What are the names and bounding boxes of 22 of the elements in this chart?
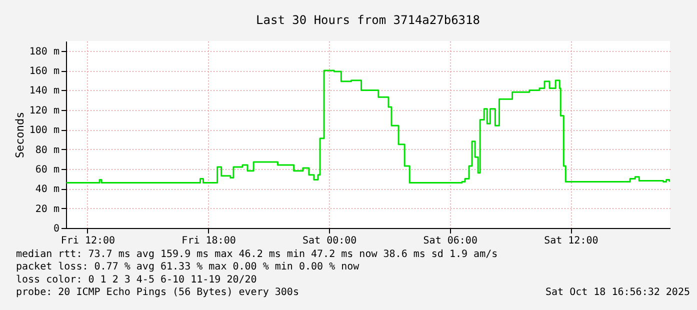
- y-tick-label: 140 m: [29, 86, 60, 97]
- y-tick-label: 180 m: [29, 46, 60, 58]
- y-tick-label: 0: [53, 224, 60, 234]
- y-tick-label: 40 m: [35, 184, 60, 196]
- y-tick-label: 100 m: [29, 125, 60, 136]
- x-tick-label: Sat 12:00: [544, 236, 598, 246]
- x-tick-label: Fri 18:00: [182, 236, 236, 246]
- y-tick-label: 60 m: [35, 164, 60, 176]
- text: median rtt: 73.7 ms avg 159.9 ms max 46.2 ms min 47.2 ms now 38.6 ms sd 1.9 am/s: [16, 249, 498, 260]
- chart-title: Last 30 Hours from 3714a27b6318: [256, 13, 480, 27]
- y-tick-label: 160 m: [29, 66, 60, 78]
- text: packet loss: 0.77 % avg 61.33 % max 0.00 % min 0.00 % now: [16, 262, 360, 273]
- x-tick-label: Sat 06:00: [423, 236, 478, 246]
- text: probe: 20 ICMP Echo Pings (56 Bytes) every 300s: [16, 287, 299, 298]
- text: loss color: 0 1 2 3 4-5 6-10 11-19 20/20: [16, 274, 257, 286]
- text: Sat Oct 18 16:56:32 2025: [546, 287, 690, 298]
- x-tick-label: Fri 12:00: [60, 236, 116, 246]
- x-tick-label: Sat 00:00: [302, 236, 357, 246]
- y-tick-label: 80 m: [35, 144, 60, 156]
- y-axis-title: Seconds: [13, 112, 26, 158]
- y-tick-label: 20 m: [35, 204, 60, 215]
- y-tick-label: 120 m: [29, 105, 60, 116]
